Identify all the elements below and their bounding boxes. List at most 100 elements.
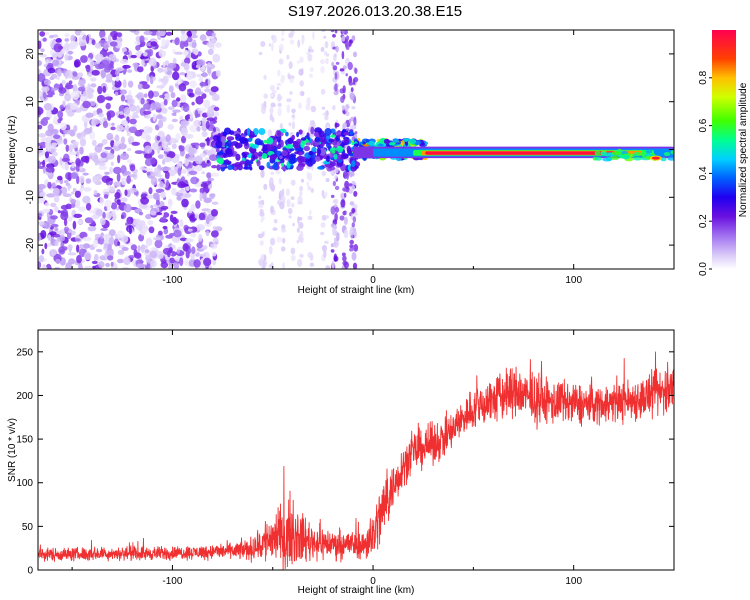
spectrogram-cell (349, 239, 355, 245)
spectrogram-cell (348, 118, 352, 124)
spectrogram-cell (167, 106, 175, 110)
spectrogram-cell (663, 152, 671, 156)
spectrogram-cell (51, 128, 59, 135)
spectrogram-cell (362, 144, 370, 147)
tick-label: 100 (565, 275, 582, 286)
spectrogram-cell (160, 167, 169, 171)
spectrogram-cell (270, 171, 275, 175)
spectrogram-cell (272, 227, 278, 231)
spectrogram-cell (58, 246, 66, 255)
spectrogram-cell (99, 197, 105, 205)
spectrogram-cell (611, 151, 622, 156)
spectrogram-cell (181, 135, 187, 144)
spectrogram-cell (91, 260, 98, 265)
spectrogram-cell (94, 157, 99, 166)
spectrogram-cell (38, 106, 44, 115)
spectrogram-cell (102, 120, 108, 129)
spectrogram-cell (119, 111, 124, 115)
spectrogram-cell (171, 235, 181, 243)
spectrogram-cell (186, 173, 190, 177)
spectrogram-cell (310, 126, 315, 135)
spectrogram-cell (113, 79, 122, 88)
spectrogram-cell (336, 145, 344, 153)
spectrogram-cell (278, 58, 284, 65)
snr-y-label: SNR (10 * v/v) (7, 418, 18, 482)
spectrogram-cell (199, 187, 205, 194)
spectrogram-cell (169, 257, 175, 264)
spectrogram-cell (127, 98, 135, 105)
spectrogram-cell (38, 133, 47, 138)
spectrogram-cell (150, 176, 158, 186)
spectrogram-cell (64, 53, 69, 61)
spectrogram-cell (51, 249, 57, 256)
spectrogram-cell (266, 161, 271, 169)
spectrogram-cell (173, 262, 180, 269)
spectrogram-cell (193, 119, 202, 127)
spectrogram-cell (251, 144, 259, 149)
spectrogram-cell (126, 175, 131, 185)
spectrogram-cell (353, 212, 358, 216)
spectrogram-cell (317, 166, 324, 170)
spectrogram-cell (161, 107, 168, 114)
spectrogram-cell (197, 107, 207, 111)
spectrogram-cell (97, 85, 103, 95)
spectrogram-cell (335, 45, 339, 53)
spectrogram-cell (123, 170, 131, 175)
spectrogram-cell (210, 38, 217, 43)
spectrogram-cell (157, 154, 164, 160)
spectrogram-cell (213, 96, 220, 101)
spectrogram-cell (268, 43, 272, 47)
spectrogram-cell (145, 168, 153, 172)
spectrogram-cell (213, 106, 220, 112)
spectrogram-cell (177, 189, 187, 194)
tick-label: 150 (16, 435, 33, 446)
spectrogram-cell (94, 233, 101, 239)
spectrogram-cell (289, 77, 294, 84)
spectrogram-cell (168, 169, 176, 177)
spectrogram-cell (342, 122, 347, 129)
spectrogram-cell (259, 240, 264, 246)
spectrogram-cell (82, 100, 91, 109)
spectrogram-cell (49, 231, 57, 236)
spectrogram-cell (281, 150, 288, 157)
spectrogram-cell (97, 143, 104, 148)
spectrogram-cell (288, 215, 292, 219)
spectrogram-cell (270, 102, 276, 108)
spectrogram-cell (279, 123, 283, 129)
spectrogram-cell (225, 148, 233, 155)
spectrogram-cell (339, 215, 345, 221)
spectrogram-cell (51, 151, 58, 157)
spectrogram-cell (77, 219, 83, 225)
spectrogram-cell (353, 117, 357, 126)
spectrogram-cell (82, 236, 92, 242)
spectrogram-cell (159, 94, 166, 99)
spectrogram-cell (258, 195, 262, 200)
spectrogram-cell (341, 30, 345, 33)
spectrogram-cell (84, 155, 90, 164)
spectrogram-cell (189, 124, 198, 133)
spectrogram-cell (41, 208, 51, 214)
spectrogram-cell (44, 202, 50, 207)
spectrogram-cell (280, 74, 286, 81)
spectrogram-cell (95, 248, 103, 253)
spectrogram-cell (353, 228, 357, 237)
spectrogram-cell (40, 48, 45, 53)
spectrogram-cell (178, 78, 182, 86)
spectrogram-cell (105, 73, 113, 82)
spectrogram-cell (313, 131, 319, 137)
spectrogram-cell (281, 37, 285, 42)
spectrogram-cell (94, 118, 100, 125)
spectrogram-cell (57, 210, 62, 214)
spectrogram-cell (90, 83, 97, 88)
spectrogram-cell (309, 67, 314, 72)
spectrogram-cell (64, 42, 70, 51)
colorbar: 0.0 0.2 0.4 0.6 0.8 Normalized spectral ampl… (698, 30, 749, 276)
spectrogram-cell (280, 246, 286, 252)
spectrogram-cell (38, 160, 41, 169)
spectrogram-cell (196, 242, 203, 249)
spectrogram-cell (198, 76, 204, 83)
spectrogram-cell (50, 91, 55, 96)
spectrogram-cell (229, 130, 235, 136)
spectrogram-cell (359, 141, 363, 145)
spectrogram-cell (323, 249, 327, 258)
